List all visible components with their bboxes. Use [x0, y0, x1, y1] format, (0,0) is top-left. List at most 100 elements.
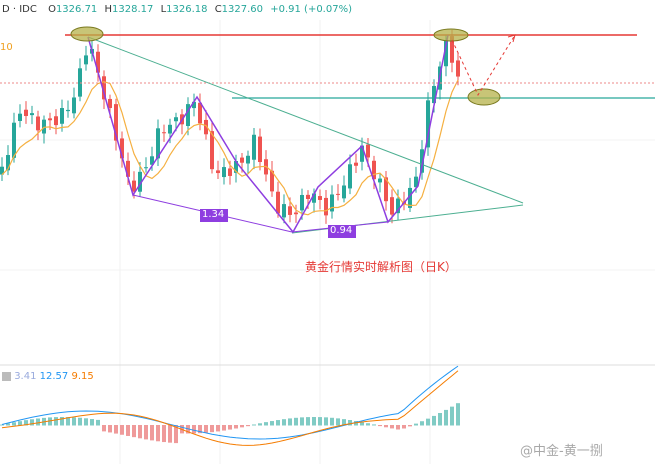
symbol: D · IDC	[2, 4, 37, 15]
candle	[372, 160, 376, 180]
macd-bar	[168, 425, 172, 443]
macd-bar	[144, 425, 148, 440]
macd-bar	[300, 417, 304, 426]
macd-bar	[162, 425, 166, 443]
macd-bar	[48, 417, 52, 426]
macd-bar	[84, 418, 88, 426]
candle	[396, 198, 400, 214]
macd-bar	[312, 417, 316, 426]
macd-panel	[0, 365, 460, 446]
candle	[312, 193, 316, 203]
candle	[240, 157, 244, 163]
caption: 黄金行情实时解析图（日K）	[305, 260, 457, 274]
candle	[30, 113, 34, 116]
macd-bar	[294, 417, 298, 426]
candle	[198, 102, 202, 124]
low: 1326.18	[166, 4, 208, 15]
macd-bar	[132, 425, 136, 438]
candle	[24, 109, 28, 117]
wave-label: 0.94	[330, 225, 353, 236]
candle	[12, 122, 16, 158]
macd-bar	[396, 425, 400, 430]
macd-bar	[432, 415, 436, 426]
change: +0.91 (+0.07%)	[270, 4, 352, 15]
candle	[120, 138, 124, 159]
candle	[354, 162, 358, 166]
candle	[450, 36, 454, 63]
macd-bar	[342, 419, 346, 426]
macd-bar	[72, 417, 76, 426]
candle	[36, 116, 40, 131]
candle	[234, 161, 238, 173]
macd-line: 12.57	[39, 371, 69, 382]
macd-bar	[0, 424, 4, 426]
macd-legend: 3.41 12.57 9.15	[2, 371, 94, 382]
candles	[0, 29, 460, 224]
candle	[210, 131, 214, 170]
candle	[270, 170, 274, 192]
macd-bar	[264, 422, 268, 426]
candle	[408, 187, 412, 208]
open-label: O	[48, 4, 56, 15]
candle	[300, 194, 304, 211]
high-label: H	[104, 4, 113, 15]
candle	[96, 51, 100, 73]
macd-bar	[258, 423, 262, 426]
macd-bar	[6, 423, 10, 426]
macd-bar	[12, 422, 16, 426]
macd-bar	[444, 409, 448, 426]
candle	[348, 164, 352, 189]
signal-line	[1, 370, 459, 446]
candle	[420, 149, 424, 173]
macd-bar	[288, 418, 292, 426]
candle	[132, 180, 136, 192]
macd-bar	[192, 425, 196, 434]
candle	[72, 97, 76, 114]
macd-hist: 3.41	[14, 371, 37, 382]
macd-bar	[456, 403, 460, 426]
wave-label: 1.34	[202, 209, 225, 220]
candle	[42, 119, 46, 134]
candle	[258, 136, 262, 163]
candle	[216, 170, 220, 174]
macd-bar	[252, 424, 256, 426]
macd-bar	[360, 422, 364, 426]
macd-bar	[210, 425, 214, 433]
candle	[126, 160, 130, 177]
macd-bar	[390, 425, 394, 429]
macd-bar	[228, 425, 232, 430]
candle	[414, 176, 418, 188]
header: D · IDC O1326.71 H1328.17 L1326.18 C1327…	[0, 4, 352, 15]
candle	[156, 128, 160, 159]
candle	[18, 113, 22, 121]
watermark: @中金-黄一捌	[520, 444, 603, 459]
candle	[288, 206, 292, 215]
macd-bar	[402, 425, 406, 429]
macd-bar	[270, 421, 274, 426]
ma-label: 10	[0, 42, 13, 53]
candle	[444, 39, 448, 67]
candle	[366, 144, 370, 158]
candle	[456, 60, 460, 77]
macd-bar	[372, 424, 376, 426]
macd-bar	[120, 425, 124, 435]
candle	[276, 191, 280, 214]
macd-bar	[138, 425, 142, 439]
candle	[48, 118, 52, 121]
grid	[0, 20, 655, 464]
moving-average	[1, 79, 459, 216]
macd-bar	[348, 420, 352, 426]
macd-bar	[66, 417, 70, 426]
close-label: C	[214, 4, 222, 15]
macd-bar	[414, 423, 418, 426]
macd-bar	[18, 421, 22, 426]
candle	[102, 76, 106, 100]
candle	[84, 55, 88, 65]
macd-bar	[198, 425, 202, 434]
candle	[282, 204, 286, 218]
macd-bar	[378, 425, 382, 427]
macd-bar	[384, 425, 388, 428]
candle	[168, 124, 172, 134]
candle	[204, 119, 208, 135]
candle	[150, 156, 154, 165]
